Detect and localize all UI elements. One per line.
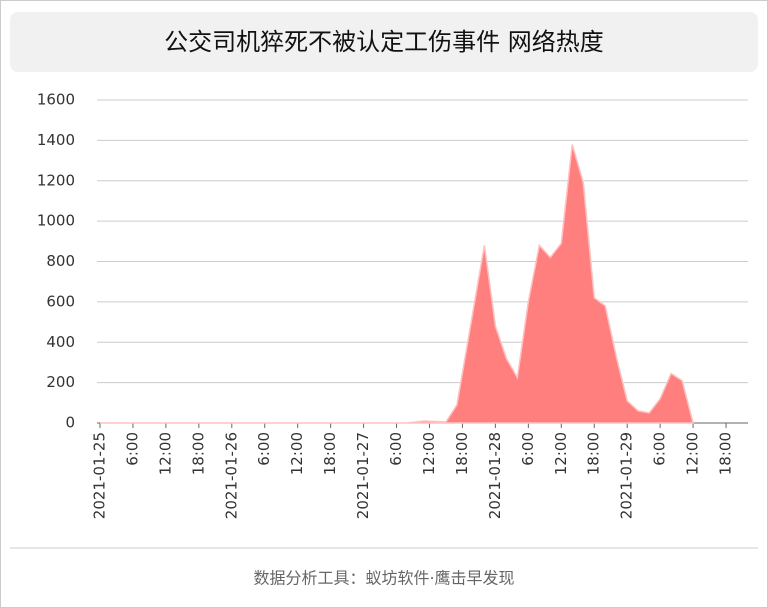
x-tick-label: 6:00 (255, 432, 273, 466)
x-tick-label: 6:00 (387, 432, 405, 466)
y-tick-label: 200 (46, 373, 75, 391)
footer: 数据分析工具：蚁坊软件·鹰击早发现 (253, 569, 514, 588)
x-tick-label: 12:00 (156, 432, 174, 475)
x-tick-label: 2021-01-27 (354, 432, 372, 519)
title-box (10, 12, 758, 72)
x-tick-label: 6:00 (651, 432, 669, 466)
x-tick-label: 12:00 (552, 432, 570, 475)
y-tick-label: 400 (46, 333, 75, 351)
y-tick-label: 1000 (37, 212, 75, 230)
area (100, 144, 695, 424)
y-tick-label: 600 (46, 292, 75, 310)
x-tick-label: 12:00 (684, 432, 702, 475)
x-tick-label: 12:00 (420, 432, 438, 475)
y-tick-label: 0 (65, 414, 75, 432)
x-tick-label: 18:00 (585, 432, 603, 475)
x-tick-label: 2021-01-25 (91, 432, 109, 519)
x-tick-label: 18:00 (717, 432, 735, 475)
x-tick-label: 18:00 (453, 432, 471, 475)
y-tick-label: 1600 (37, 91, 75, 109)
y-tick-label: 1400 (37, 131, 75, 149)
x-tick-label: 6:00 (123, 432, 141, 466)
x-tick-label: 2021-01-28 (486, 432, 504, 519)
x-tick-label: 18:00 (321, 432, 339, 475)
x-tick-label: 2021-01-29 (618, 432, 636, 519)
y-tick-label: 1200 (37, 171, 75, 189)
y-tick-label: 800 (46, 252, 75, 270)
x-tick-label: 2021-01-26 (222, 432, 240, 519)
x-tick-label: 12:00 (288, 432, 306, 475)
x-tick-label: 6:00 (519, 432, 537, 466)
chart-title: 公交司机猝死不被认定工伤事件 网络热度 (164, 28, 604, 56)
x-tick-label: 18:00 (189, 432, 207, 475)
